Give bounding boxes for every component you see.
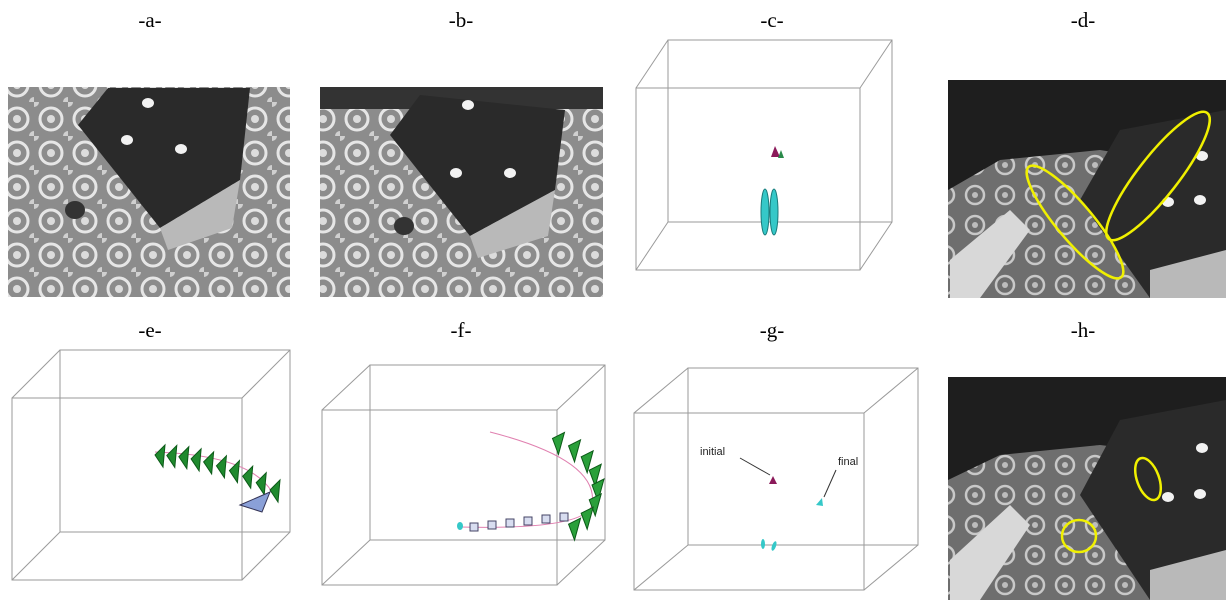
pose-box <box>542 515 550 523</box>
annotation: initial <box>700 446 725 458</box>
uncertainty <box>770 189 778 235</box>
pose-cone <box>569 440 581 462</box>
box-edge <box>242 532 290 580</box>
hole <box>175 144 187 154</box>
hole <box>1194 489 1206 499</box>
box-edge <box>322 540 370 585</box>
pose-cone <box>167 445 177 467</box>
box-edge <box>12 532 60 580</box>
pose-box <box>470 523 478 531</box>
pose-cone <box>240 492 270 512</box>
box-edge <box>636 222 668 270</box>
hole <box>1194 195 1206 205</box>
box-edge <box>634 413 864 590</box>
box-edge <box>634 368 688 413</box>
panel-label: -h- <box>1071 318 1096 342</box>
pose-cone <box>270 480 280 502</box>
box-edge <box>864 545 918 590</box>
box-edge <box>370 365 605 540</box>
pose-cone <box>243 466 253 488</box>
pose-cone <box>179 447 189 469</box>
box-edge <box>242 350 290 398</box>
box-edge <box>860 222 892 270</box>
pose-box <box>524 517 532 525</box>
pose-box <box>488 521 496 529</box>
box-edge <box>864 368 918 413</box>
pose <box>771 146 780 157</box>
photo <box>8 87 290 297</box>
object <box>394 217 414 235</box>
arrow <box>740 458 770 475</box>
box-edge <box>636 88 860 270</box>
photo <box>948 377 1226 600</box>
hole <box>142 98 154 108</box>
wireframe-box <box>322 365 605 585</box>
box-edge <box>557 540 605 585</box>
panel-label: -a- <box>138 8 161 32</box>
box-edge <box>322 365 370 410</box>
panel-label: -b- <box>449 8 474 32</box>
wireframe-box <box>12 350 290 580</box>
hole <box>1162 492 1174 502</box>
hole <box>1196 443 1208 453</box>
box-edge <box>322 410 557 585</box>
annotation: final <box>838 456 858 468</box>
pose-cone <box>569 518 581 540</box>
panel-label: -c- <box>760 8 783 32</box>
figure: -a- -b- -c- -d- -e- -f- -g- -h- initial … <box>0 0 1229 603</box>
wireframe-box <box>634 368 918 590</box>
box-edge <box>634 545 688 590</box>
object <box>65 201 85 219</box>
panel-label: -g- <box>760 318 785 342</box>
box-edge <box>668 40 892 222</box>
pose-cone <box>155 445 165 467</box>
pose-cone <box>581 507 593 529</box>
hole <box>504 168 516 178</box>
panel-label: -e- <box>138 318 161 342</box>
box-edge <box>12 398 242 580</box>
box-edge <box>860 40 892 88</box>
pose-box <box>506 519 514 527</box>
box-edge <box>636 40 668 88</box>
uncertainty <box>770 541 777 552</box>
pose-cone <box>552 432 564 454</box>
box-edge <box>557 365 605 410</box>
artwork <box>8 40 1226 600</box>
pose <box>457 522 463 530</box>
page: {"panels": [ {"label": "-a-"}, {"label":… <box>0 0 1229 603</box>
pose <box>816 498 823 506</box>
panel-label: -d- <box>1071 8 1096 32</box>
photo <box>320 87 603 297</box>
pose <box>769 476 777 484</box>
wireframe-box <box>636 40 892 270</box>
hole <box>450 168 462 178</box>
photo <box>948 80 1226 298</box>
pose-cone <box>191 449 201 471</box>
arrow <box>824 470 836 497</box>
hole <box>121 135 133 145</box>
pose-cone <box>229 461 239 483</box>
pose-box <box>560 513 568 521</box>
panel-label: -f- <box>451 318 472 342</box>
pose-cone <box>204 452 214 474</box>
hole <box>462 100 474 110</box>
uncertainty <box>761 539 765 549</box>
box-edge <box>12 350 60 398</box>
pose <box>778 150 784 158</box>
uncertainty <box>761 189 769 235</box>
